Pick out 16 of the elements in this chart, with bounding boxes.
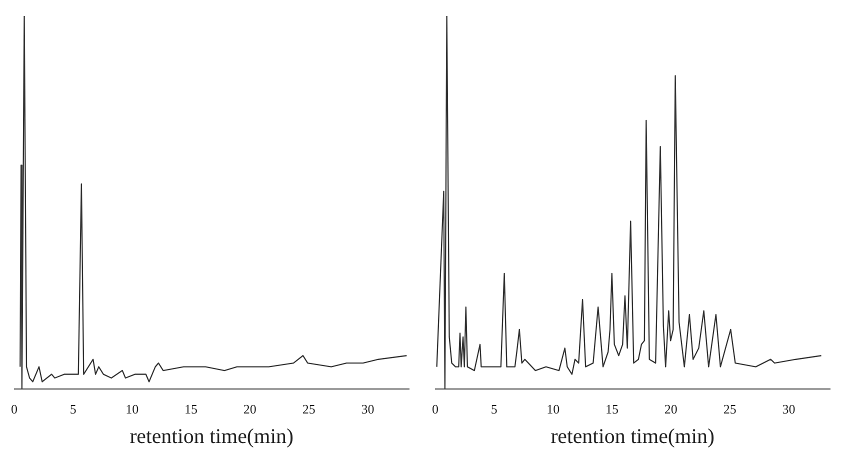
x-tick-label: 5 (70, 401, 76, 416)
x-axis-title: retention time(min) (550, 424, 715, 448)
x-axis-title: retention time(min) (130, 424, 294, 448)
x-tick-label: 5 (490, 401, 498, 416)
x-tick-label: 0 (11, 401, 18, 416)
x-tick-label: 30 (361, 401, 374, 416)
x-tick-label: 0 (432, 401, 438, 416)
x-tick-label: 20 (664, 401, 678, 416)
x-tick-label: 30 (782, 401, 796, 416)
x-tick-label: 15 (184, 401, 198, 416)
x-tick-label: 15 (606, 401, 619, 416)
x-tick-label: 25 (723, 401, 736, 416)
x-tick-label: 20 (243, 401, 256, 416)
x-tick-label: 10 (546, 401, 560, 416)
x-tick-label: 25 (302, 401, 316, 416)
x-tick-label: 10 (126, 401, 139, 416)
